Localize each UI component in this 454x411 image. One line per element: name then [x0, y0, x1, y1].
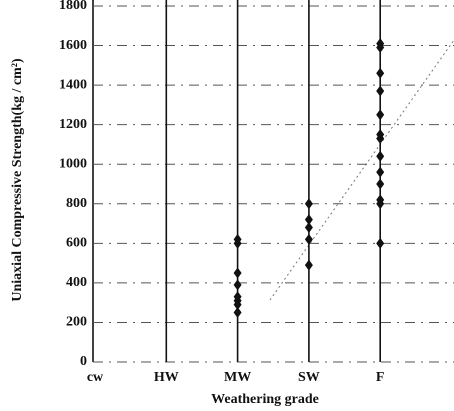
y-tick-label: 400 [66, 275, 87, 290]
data-point [376, 133, 385, 145]
data-point [233, 267, 242, 279]
y-tick-label: 800 [66, 196, 87, 211]
data-point [233, 237, 242, 249]
y-tick-label: 0 [80, 354, 87, 369]
y-tick-label: 200 [66, 315, 87, 330]
data-point [304, 198, 313, 210]
y-tick-label: 1000 [59, 156, 87, 171]
trend-line [269, 39, 454, 301]
x-tick-label: F [376, 370, 385, 385]
y-tick-label: 1200 [59, 117, 87, 132]
data-point [376, 42, 385, 54]
x-tick-label: HW [154, 370, 179, 385]
y-tick-label: 1800 [59, 0, 87, 13]
data-point [233, 299, 242, 311]
x-tick-label: SW [298, 370, 320, 385]
y-tick-label: 1400 [59, 77, 87, 92]
data-point [376, 198, 385, 210]
data-point [376, 67, 385, 79]
data-point [376, 166, 385, 178]
y-tick-label: 1600 [59, 38, 87, 53]
data-point [376, 237, 385, 249]
y-tick-label: 600 [66, 236, 87, 251]
x-tick-label: MW [224, 370, 251, 385]
data-point [376, 109, 385, 121]
data-point [376, 178, 385, 190]
data-point [304, 222, 313, 234]
x-axis-title: Weathering grade [211, 392, 319, 407]
y-axis-title: Uniaxial Compressive Strength(kg / cm²) [10, 58, 25, 302]
data-point [233, 307, 242, 319]
data-point [233, 279, 242, 291]
x-tick-label: cw [87, 370, 104, 385]
data-point [304, 233, 313, 245]
data-point [376, 150, 385, 162]
data-point [304, 259, 313, 271]
data-point [304, 214, 313, 226]
data-point [376, 85, 385, 97]
